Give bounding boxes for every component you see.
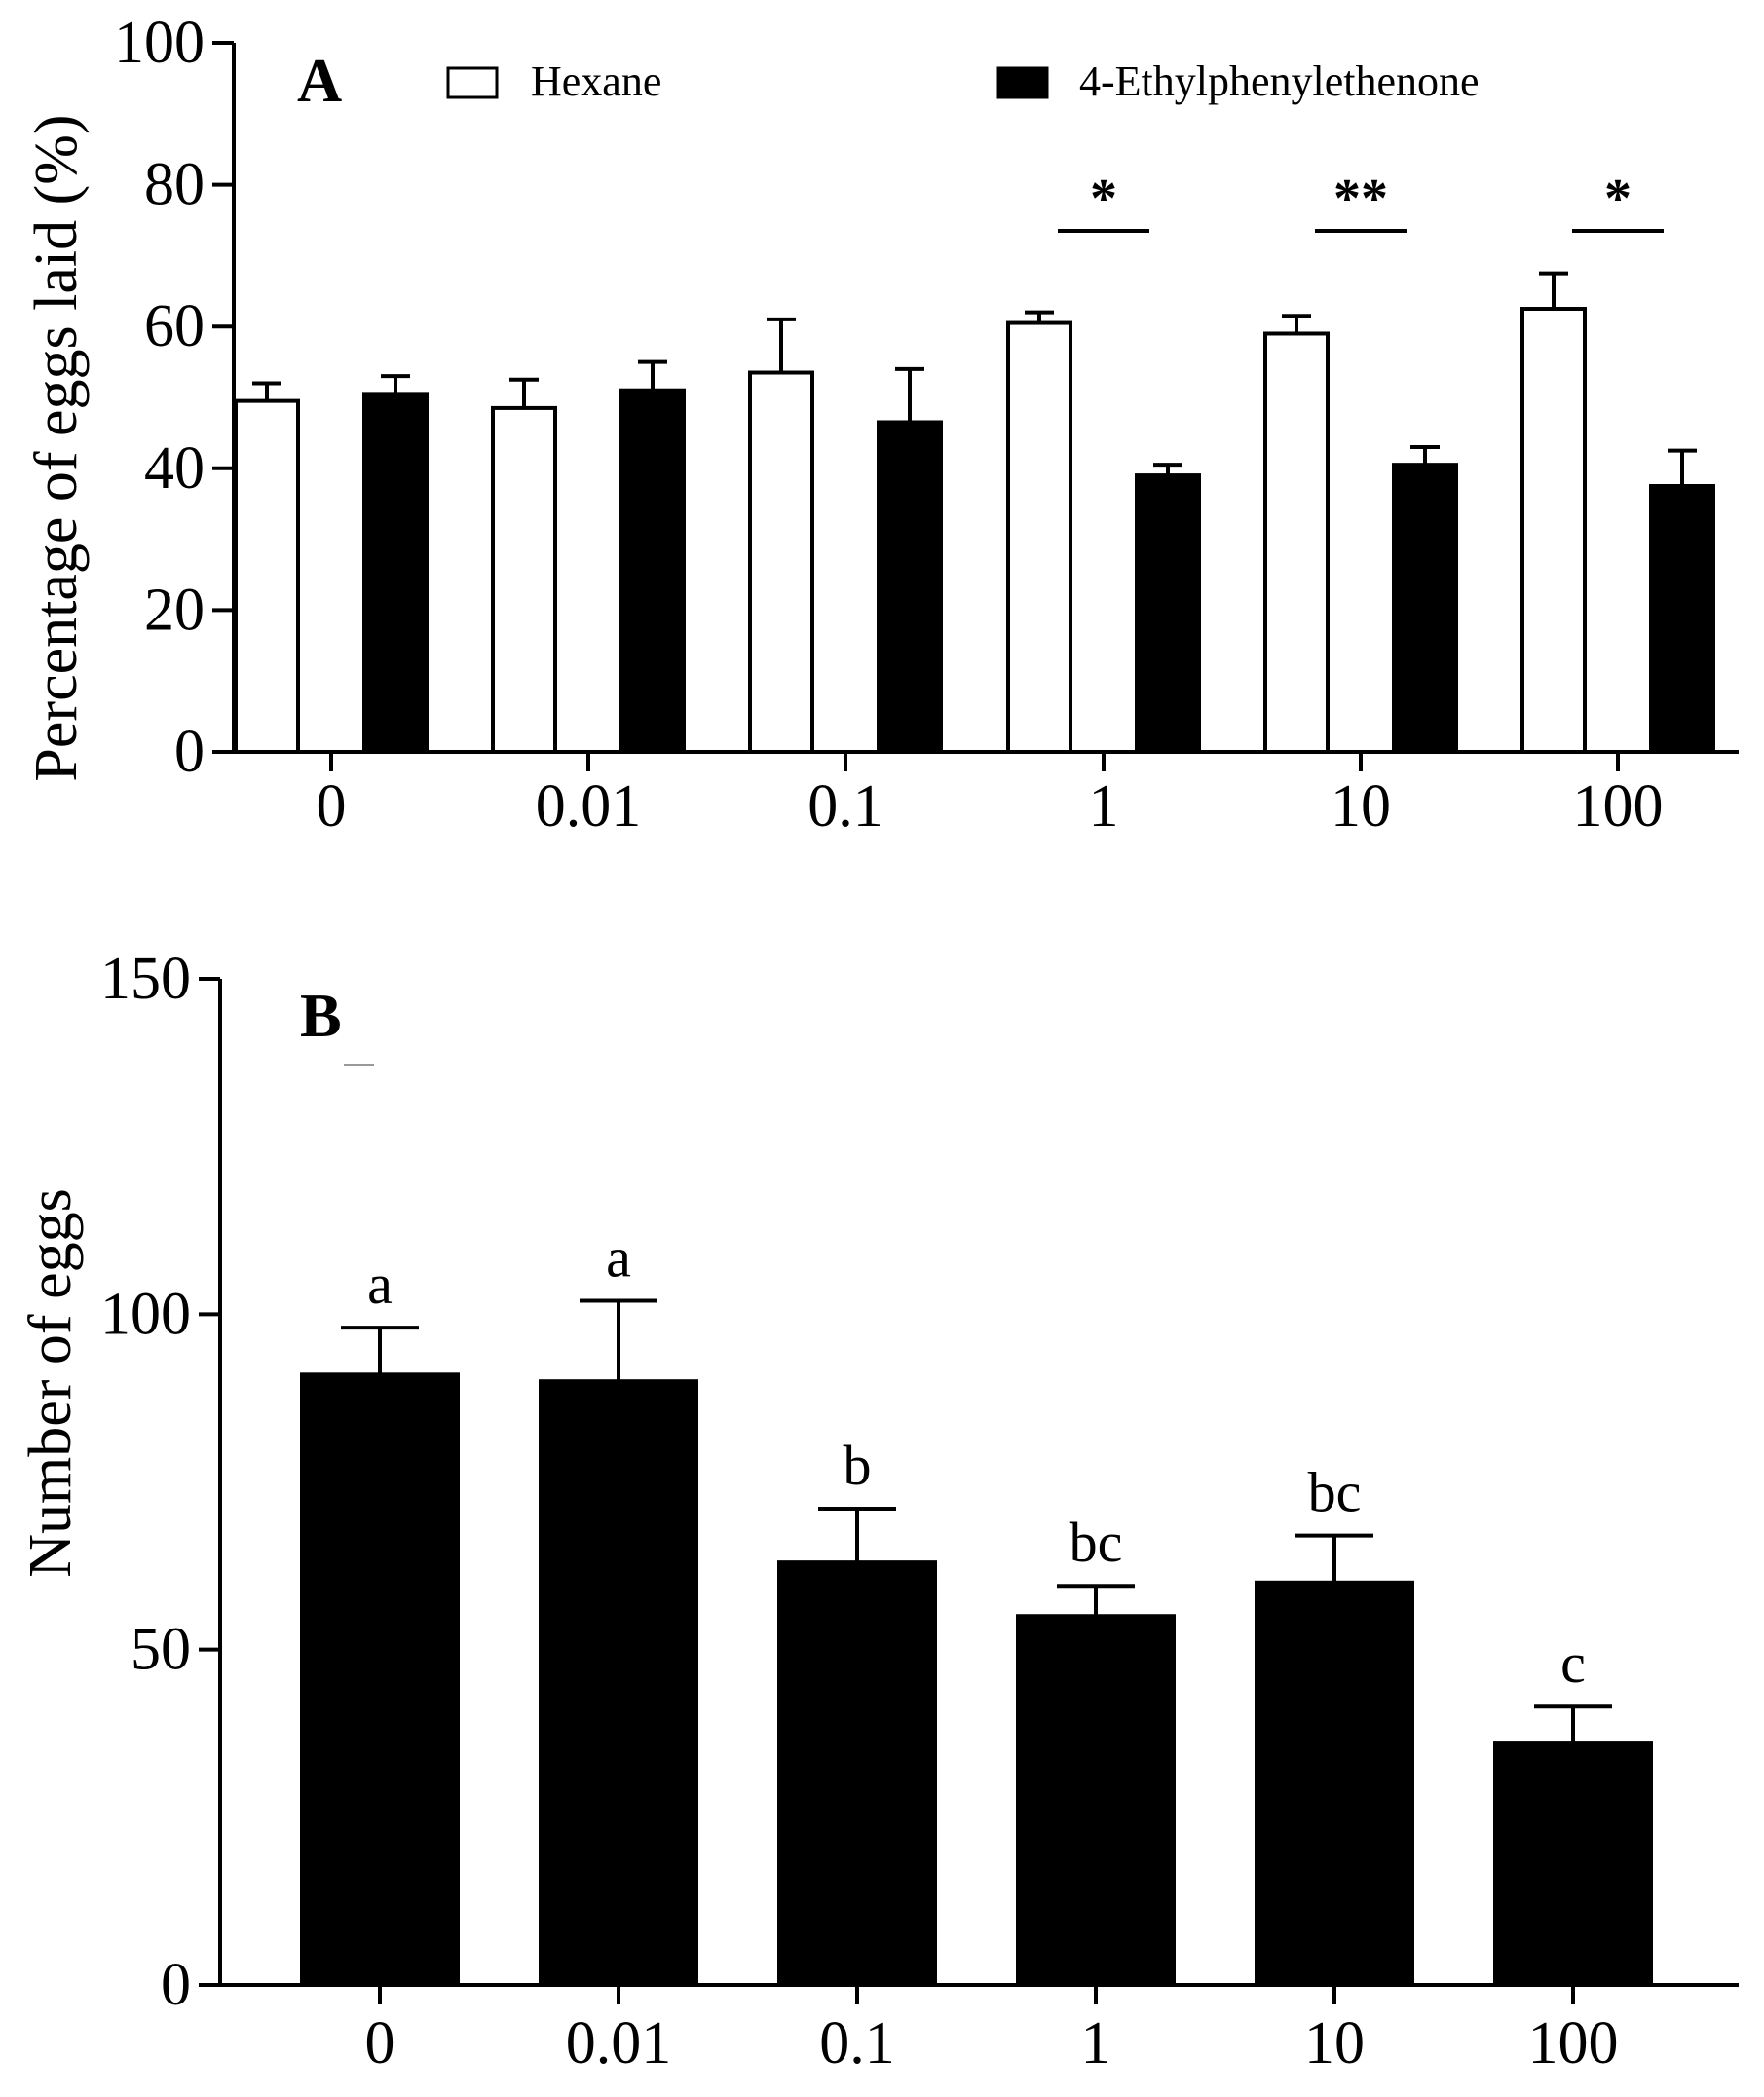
y-tick-label-a: 40	[144, 435, 205, 502]
group-letter: a	[606, 1226, 631, 1290]
x-tick-label-b: 10	[1304, 2010, 1365, 2077]
legend-label-hexane: Hexane	[531, 57, 661, 105]
group-letter: bc	[1308, 1461, 1362, 1524]
legend-label-ethylphenylethenone: 4-Ethylphenylethenone	[1079, 57, 1480, 105]
bar-a-hexane	[1520, 307, 1587, 754]
legend-swatch-hexane	[446, 66, 499, 99]
panel-a-letter: A	[297, 46, 342, 115]
x-tick-label-a: 0.1	[807, 773, 883, 840]
legend: Hexane 4-Ethylphenylethenone	[446, 57, 1480, 105]
x-tick-label-a: 100	[1573, 773, 1664, 840]
bar-a-ethylphenylethenone	[362, 392, 429, 754]
y-tick-label-b: 50	[131, 1617, 191, 1683]
y-axis-title-b: Number of eggs	[18, 1188, 84, 1577]
bar-a-hexane	[1263, 331, 1330, 754]
bar-b	[777, 1560, 937, 1987]
group-letter: b	[844, 1434, 872, 1497]
significance-label: *	[1604, 169, 1632, 229]
y-tick-label-a: 60	[144, 293, 205, 359]
group-letter: c	[1560, 1631, 1586, 1695]
y-tick-label-b: 0	[161, 1952, 191, 2018]
x-tick-label-b: 0.01	[566, 2010, 672, 2077]
bar-b	[539, 1379, 698, 1987]
y-tick-label-a: 20	[144, 577, 205, 643]
y-tick-label-a: 0	[174, 719, 205, 785]
x-tick-label-a: 1	[1089, 773, 1119, 840]
y-tick-label-b: 100	[100, 1281, 191, 1347]
bar-a-hexane	[1006, 320, 1072, 754]
bar-b	[1016, 1614, 1176, 1987]
bar-a-ethylphenylethenone	[1135, 473, 1201, 754]
bar-a-hexane	[491, 405, 557, 754]
panel-a: A Hexane 4-Ethylphenylethenone Percentag…	[23, 10, 1739, 840]
significance-label: **	[1333, 169, 1388, 229]
y-tick-label-a: 80	[144, 152, 205, 218]
y-tick-label-a: 100	[114, 10, 205, 76]
legend-swatch-ethylphenylethenone	[996, 66, 1049, 99]
bar-b	[1493, 1741, 1653, 1987]
x-tick-label-b: 0.1	[819, 2010, 895, 2077]
bar-a-ethylphenylethenone	[877, 420, 943, 754]
x-tick-label-a: 0.01	[536, 773, 642, 840]
panel-b: B Number of eggs 0 50 100 150 0 0.01 0.1 1 10 100…	[18, 946, 1739, 2077]
bar-b	[1255, 1580, 1414, 1988]
group-letter: a	[367, 1253, 393, 1316]
bar-a-ethylphenylethenone	[1392, 463, 1458, 754]
y-tick-label-b: 150	[100, 946, 191, 1012]
x-tick-label-b: 100	[1528, 2010, 1619, 2077]
x-tick-label-a: 10	[1331, 773, 1391, 840]
bar-a-ethylphenylethenone	[1649, 484, 1715, 754]
significance-label: *	[1090, 169, 1117, 229]
x-tick-label-b: 1	[1081, 2010, 1111, 2077]
bar-a-hexane	[748, 370, 814, 754]
bar-a-hexane	[234, 398, 300, 754]
x-tick-label-b: 0	[365, 2010, 395, 2077]
plot-area-b: 0 50 100 150 0 0.01 0.1 1 10 100 a a b bc bc c	[100, 946, 1739, 2077]
y-axis-title-a: Percentage of eggs laid (%)	[23, 114, 90, 781]
group-letter: bc	[1070, 1511, 1123, 1574]
x-tick-label-a: 0	[317, 773, 347, 840]
panel-b-letter: B	[300, 981, 342, 1050]
bar-b	[300, 1372, 460, 1987]
bar-a-ethylphenylethenone	[619, 388, 686, 754]
